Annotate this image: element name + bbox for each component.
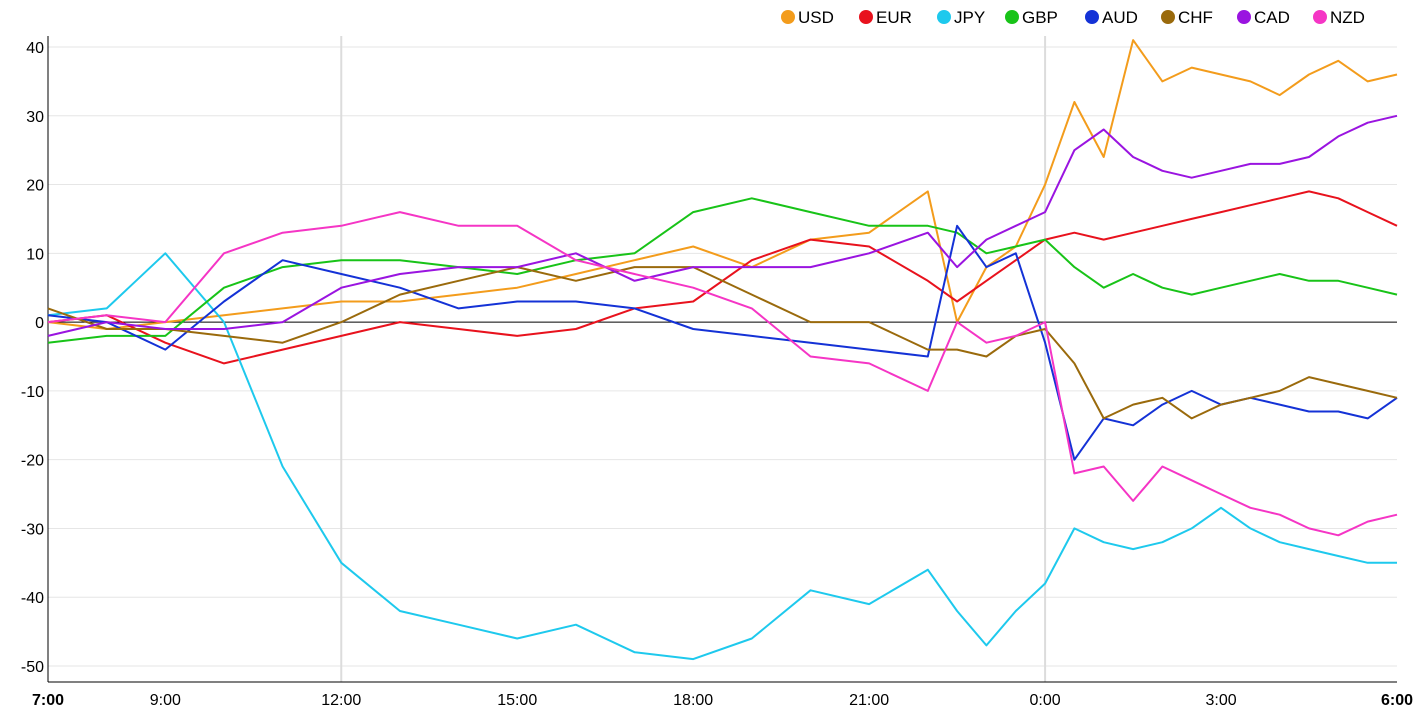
- legend-swatch: [1237, 10, 1251, 24]
- y-tick-label: -30: [21, 521, 44, 538]
- x-tick-label: 15:00: [497, 692, 537, 709]
- series-line-usd: [47, 39, 1398, 330]
- legend-swatch: [1313, 10, 1327, 24]
- x-tick-label: 12:00: [321, 692, 361, 709]
- legend-item-jpy[interactable]: JPY: [937, 8, 985, 27]
- y-tick-label: 10: [26, 246, 44, 263]
- legend-swatch: [937, 10, 951, 24]
- legend-item-usd[interactable]: USD: [781, 8, 834, 27]
- y-tick-label: 0: [35, 315, 44, 332]
- y-tick-label: -20: [21, 453, 44, 470]
- legend-label: GBP: [1022, 8, 1058, 27]
- series-line-gbp: [47, 197, 1398, 344]
- x-tick-label: 0:00: [1030, 692, 1061, 709]
- legend-swatch: [1005, 10, 1019, 24]
- legend-label: AUD: [1102, 8, 1138, 27]
- legend[interactable]: USD EUR JPY GBP AUD CHF CAD NZD: [781, 8, 1365, 27]
- grid: [48, 36, 1397, 682]
- series-line-aud: [47, 224, 1398, 461]
- legend-label: CAD: [1254, 8, 1290, 27]
- legend-item-eur[interactable]: EUR: [859, 8, 912, 27]
- legend-item-chf[interactable]: CHF: [1161, 8, 1213, 27]
- legend-swatch: [1161, 10, 1175, 24]
- series-line-nzd: [47, 211, 1398, 537]
- x-tick-label: 3:00: [1205, 692, 1236, 709]
- y-tick-label: 20: [26, 178, 44, 195]
- legend-swatch: [1085, 10, 1099, 24]
- x-tick-label: 7:00: [32, 692, 64, 709]
- series-line-cad: [47, 114, 1398, 337]
- legend-swatch: [781, 10, 795, 24]
- y-tick-label: 30: [26, 109, 44, 126]
- legend-label: USD: [798, 8, 834, 27]
- legend-item-cad[interactable]: CAD: [1237, 8, 1290, 27]
- x-tick-label: 21:00: [849, 692, 889, 709]
- y-tick-label: -40: [21, 590, 44, 607]
- legend-item-aud[interactable]: AUD: [1085, 8, 1138, 27]
- y-tick-label: 40: [26, 40, 44, 57]
- tick-labels: 40 30 20 10 0 -10 -20 -30 -40 -50 7:00 9:00 12:00 15:…: [21, 40, 1413, 709]
- y-tick-label: -50: [21, 659, 44, 676]
- legend-label: CHF: [1178, 8, 1213, 27]
- legend-swatch: [859, 10, 873, 24]
- y-tick-label: -10: [21, 384, 44, 401]
- series-line-jpy: [47, 252, 1397, 661]
- x-tick-label: 6:00: [1381, 692, 1413, 709]
- x-tick-label: 9:00: [150, 692, 181, 709]
- series-lines: [47, 39, 1398, 661]
- legend-item-gbp[interactable]: GBP: [1005, 8, 1058, 27]
- legend-label: JPY: [954, 8, 985, 27]
- x-tick-label: 18:00: [673, 692, 713, 709]
- legend-label: EUR: [876, 8, 912, 27]
- legend-item-nzd[interactable]: NZD: [1313, 8, 1365, 27]
- legend-label: NZD: [1330, 8, 1365, 27]
- series-line-chf: [47, 266, 1398, 420]
- axes: [47, 36, 1397, 683]
